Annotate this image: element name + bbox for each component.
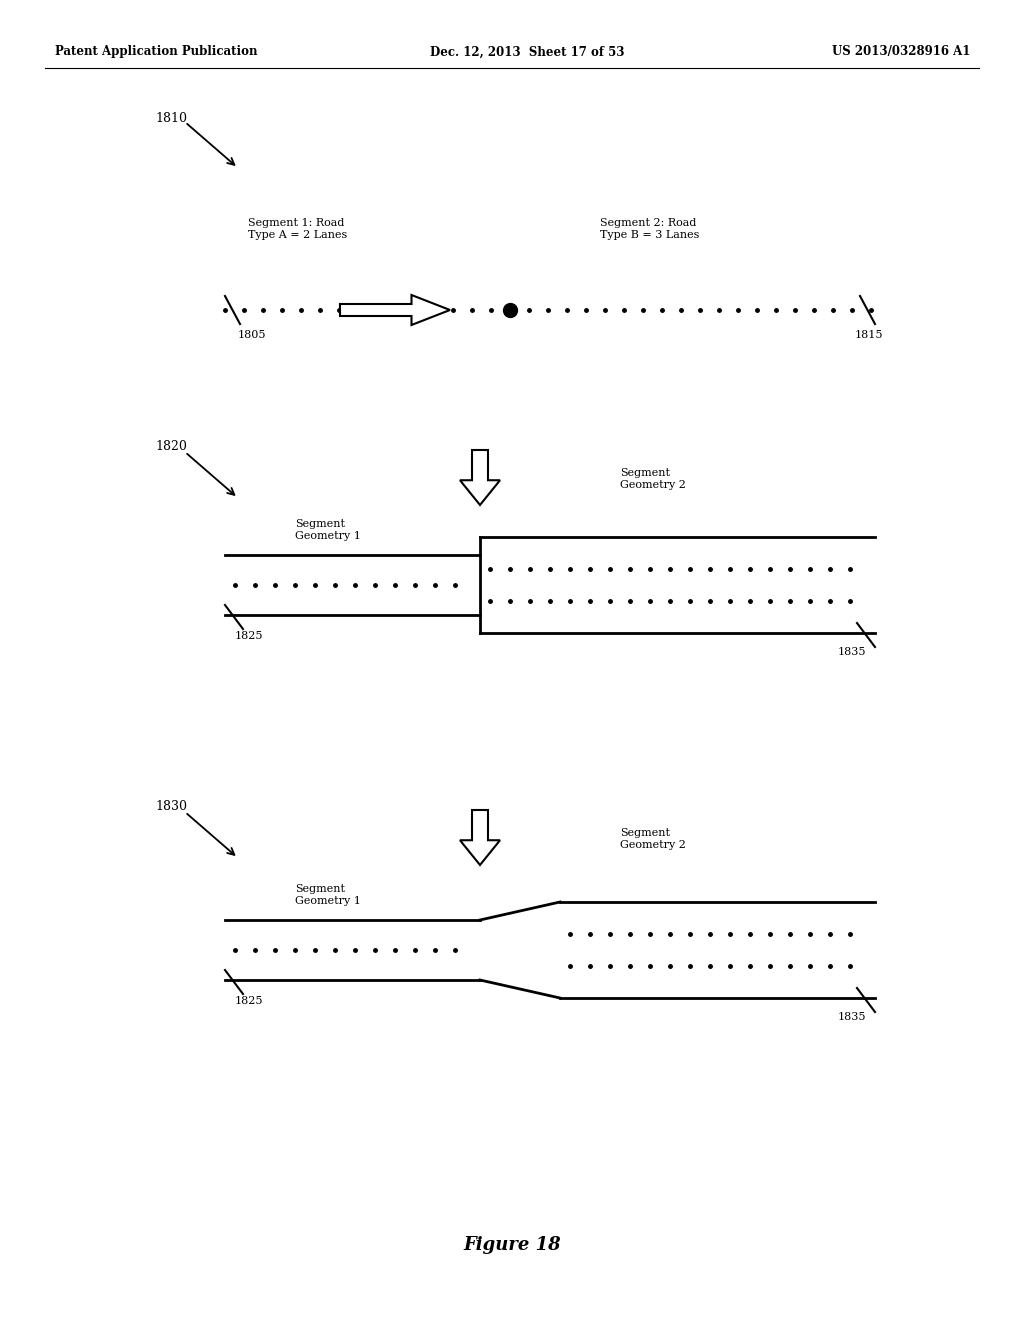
Text: 1835: 1835 <box>838 1012 866 1022</box>
Text: 1830: 1830 <box>155 800 187 813</box>
Polygon shape <box>460 810 500 865</box>
Text: US 2013/0328916 A1: US 2013/0328916 A1 <box>831 45 970 58</box>
Text: Segment
Geometry 2: Segment Geometry 2 <box>620 469 686 490</box>
Polygon shape <box>340 294 450 325</box>
Text: 1810: 1810 <box>155 112 187 125</box>
Text: 1825: 1825 <box>234 997 263 1006</box>
Text: 1835: 1835 <box>838 647 866 657</box>
Text: Segment
Geometry 1: Segment Geometry 1 <box>295 884 360 906</box>
Text: Dec. 12, 2013  Sheet 17 of 53: Dec. 12, 2013 Sheet 17 of 53 <box>430 45 625 58</box>
Text: Segment 1: Road
Type A = 2 Lanes: Segment 1: Road Type A = 2 Lanes <box>248 218 347 240</box>
Text: Segment
Geometry 2: Segment Geometry 2 <box>620 828 686 850</box>
Text: Segment
Geometry 1: Segment Geometry 1 <box>295 519 360 541</box>
Text: 1815: 1815 <box>855 330 884 341</box>
Text: Patent Application Publication: Patent Application Publication <box>55 45 257 58</box>
Text: 1805: 1805 <box>238 330 266 341</box>
Text: Figure 18: Figure 18 <box>463 1236 561 1254</box>
Text: Segment 2: Road
Type B = 3 Lanes: Segment 2: Road Type B = 3 Lanes <box>600 218 699 240</box>
Text: 1825: 1825 <box>234 631 263 642</box>
Text: 1820: 1820 <box>155 440 186 453</box>
Polygon shape <box>460 450 500 506</box>
